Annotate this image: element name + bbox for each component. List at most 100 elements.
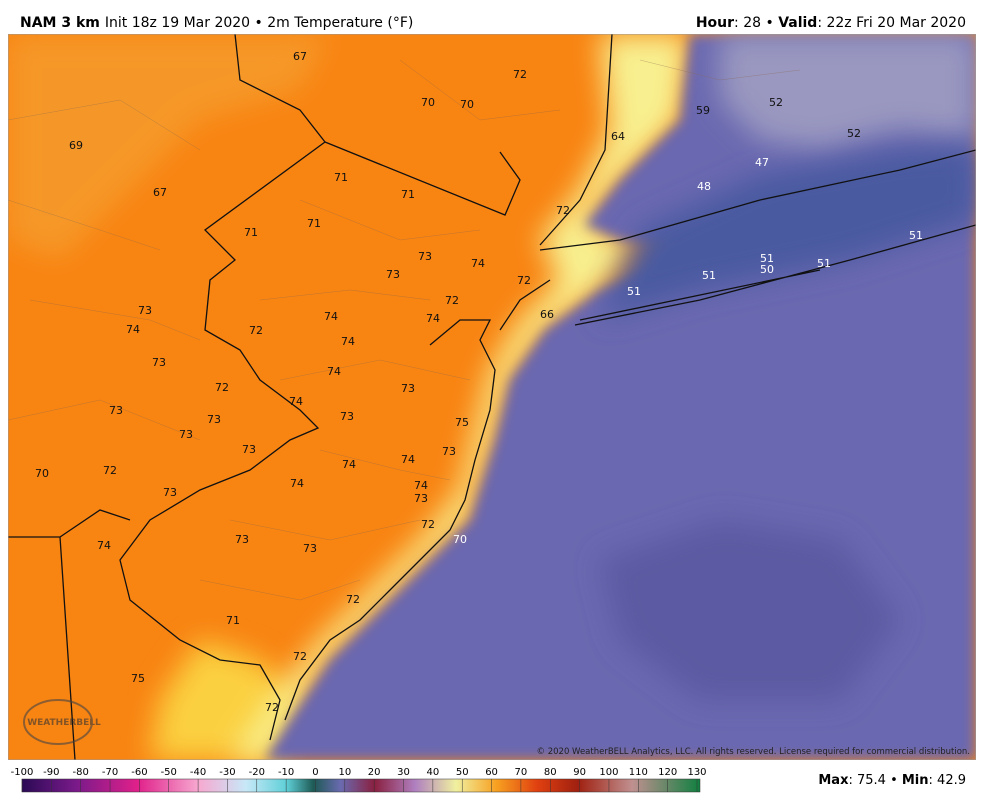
temp-label: 71 — [226, 614, 240, 627]
temp-label: 70 — [421, 96, 435, 109]
colorbar-label: 40 — [427, 767, 440, 778]
ct-land — [720, 34, 976, 150]
temp-label: 73 — [163, 486, 177, 499]
temp-label: 72 — [215, 381, 229, 394]
model: NAM 3 km — [20, 15, 100, 31]
colorbar-label: 100 — [599, 767, 618, 778]
colorbar-label: 50 — [456, 767, 469, 778]
logo: WEATHERBELL — [27, 718, 101, 728]
temp-label: 74 — [289, 395, 303, 408]
colorbar-label: 60 — [485, 767, 498, 778]
hour-value: : 28 • — [734, 15, 778, 31]
temp-label: 73 — [386, 268, 400, 281]
colorbar-label: -100 — [11, 767, 34, 778]
title: NAM 3 km Init 18z 19 Mar 2020 • 2m Temper… — [20, 15, 413, 31]
colorbar-label: 90 — [573, 767, 586, 778]
temp-label: 48 — [697, 180, 711, 193]
temp-label: 74 — [97, 539, 111, 552]
temp-label: 74 — [401, 453, 415, 466]
colorbar: -100 -90 -80 -70 -60 -50 -40 -30 -20 -10 0 10 20 30 40… — [11, 767, 707, 793]
temp-label: 72 — [265, 701, 279, 714]
temp-label: 67 — [153, 186, 167, 199]
long-island-sound — [600, 145, 976, 320]
temp-label: 73 — [235, 533, 249, 546]
temp-label: 72 — [513, 68, 527, 81]
coastal-gradient — [230, 34, 690, 760]
valid-value: : 22z Fri 20 Mar 2020 — [817, 15, 966, 31]
cooler-land — [8, 34, 330, 260]
temp-label: 71 — [244, 226, 258, 239]
temp-label: 74 — [414, 479, 428, 492]
colorbar-label: -90 — [43, 767, 59, 778]
min-label: Min — [902, 773, 929, 788]
temp-label: 74 — [426, 312, 440, 325]
colorbar-label: 20 — [368, 767, 381, 778]
temp-label: 51 — [909, 229, 923, 242]
temp-label: 72 — [293, 650, 307, 663]
county-lines — [8, 59, 801, 601]
temp-label: 72 — [517, 274, 531, 287]
temp-label: 73 — [179, 428, 193, 441]
colorbar-fill — [21, 778, 701, 793]
cold-pool — [600, 520, 900, 700]
temp-label: 73 — [442, 445, 456, 458]
temp-label: 52 — [847, 127, 861, 140]
colorbar-label: -30 — [219, 767, 235, 778]
temp-label: 50 — [760, 263, 774, 276]
temp-label: 51 — [702, 269, 716, 282]
init: Init 18z 19 Mar 2020 • 2m Temperature (°… — [105, 15, 413, 31]
temp-label: 73 — [242, 443, 256, 456]
temp-label: 47 — [755, 156, 769, 169]
temp-label: 74 — [324, 310, 338, 323]
colorbar-label: 10 — [338, 767, 351, 778]
colorbar-label: 130 — [687, 767, 706, 778]
temp-label: 73 — [303, 542, 317, 555]
temp-label: 73 — [138, 304, 152, 317]
colorbar-label: 80 — [544, 767, 557, 778]
min-value: : 42.9 — [929, 773, 966, 788]
temp-label: 52 — [769, 96, 783, 109]
logo-group: WEATHERBELL — [23, 699, 101, 745]
colorbar-label: -60 — [131, 767, 147, 778]
temp-label: 70 — [460, 98, 474, 111]
temp-label: 74 — [290, 477, 304, 490]
temp-label: 71 — [401, 188, 415, 201]
colorbar-label: -70 — [102, 767, 118, 778]
temp-label: 72 — [556, 204, 570, 217]
temp-label: 73 — [340, 410, 354, 423]
temp-label: 74 — [471, 257, 485, 270]
stats: Max: 75.4 • Min: 42.9 — [818, 773, 966, 788]
temp-label: 70 — [453, 533, 467, 546]
header: NAM 3 km Init 18z 19 Mar 2020 • 2m Temper… — [20, 15, 966, 31]
colorbar-label: -20 — [249, 767, 265, 778]
colorbar-label: -10 — [278, 767, 294, 778]
colorbar-label: 70 — [515, 767, 528, 778]
temp-label: 59 — [696, 104, 710, 117]
colorbar-label: 120 — [658, 767, 677, 778]
hour-label: Hour — [696, 15, 734, 31]
colorbar-label: 110 — [629, 767, 648, 778]
max-label: Max — [818, 773, 849, 788]
temp-label: 72 — [445, 294, 459, 307]
valid-time: Hour: 28 • Valid: 22z Fri 20 Mar 2020 — [696, 15, 966, 31]
temp-label: 73 — [152, 356, 166, 369]
temp-label: 75 — [131, 672, 145, 685]
colorbar-label: 0 — [312, 767, 318, 778]
valid-label: Valid — [778, 15, 817, 31]
temp-label: 51 — [817, 257, 831, 270]
temp-label: 74 — [126, 323, 140, 336]
temp-label: 71 — [334, 171, 348, 184]
temp-label: 51 — [627, 285, 641, 298]
temp-label: 72 — [346, 593, 360, 606]
temp-label: 74 — [342, 458, 356, 471]
temp-label: 74 — [327, 365, 341, 378]
temp-label: 73 — [414, 492, 428, 505]
temp-label: 73 — [207, 413, 221, 426]
max-value: : 75.4 • — [848, 773, 901, 788]
temp-label: 73 — [418, 250, 432, 263]
temp-label: 72 — [421, 518, 435, 531]
copyright: © 2020 WeatherBELL Analytics, LLC. All r… — [537, 747, 970, 757]
